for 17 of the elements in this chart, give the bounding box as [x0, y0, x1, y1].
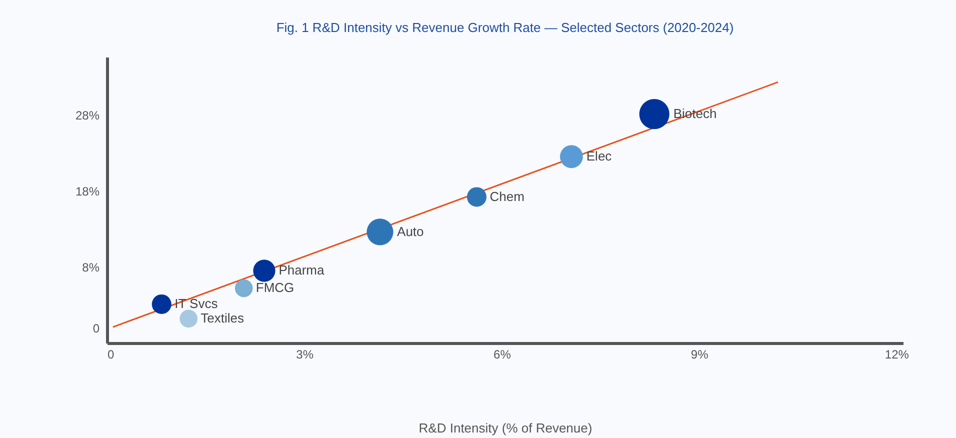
annotation: Auto	[397, 224, 424, 239]
annotation: Pharma	[278, 262, 326, 278]
annotation: Chem	[490, 188, 524, 204]
annotation: Elec	[586, 148, 612, 164]
annotation: Textiles	[200, 310, 244, 326]
x-tick-label: 0	[108, 348, 114, 362]
x-axis-title: R&D Intensity (% of Revenue)	[418, 420, 592, 436]
x-tick-label: 3%	[296, 348, 314, 362]
y-tick-label: 28%	[75, 108, 100, 122]
chart-title: Fig. 1 R&D Intensity vs Revenue Growth Rate — Selected Sectors (2020-2024)	[276, 20, 734, 35]
y-tick-label: 18%	[75, 184, 100, 198]
x-tick-label: 12%	[884, 348, 910, 362]
y-tick-label: 0	[92, 321, 100, 336]
y-tick-label: 8%	[82, 260, 100, 274]
annotation: FMCG	[256, 280, 294, 296]
x-tick-label: 9%	[690, 348, 709, 362]
x-tick-label: 6%	[494, 348, 512, 362]
